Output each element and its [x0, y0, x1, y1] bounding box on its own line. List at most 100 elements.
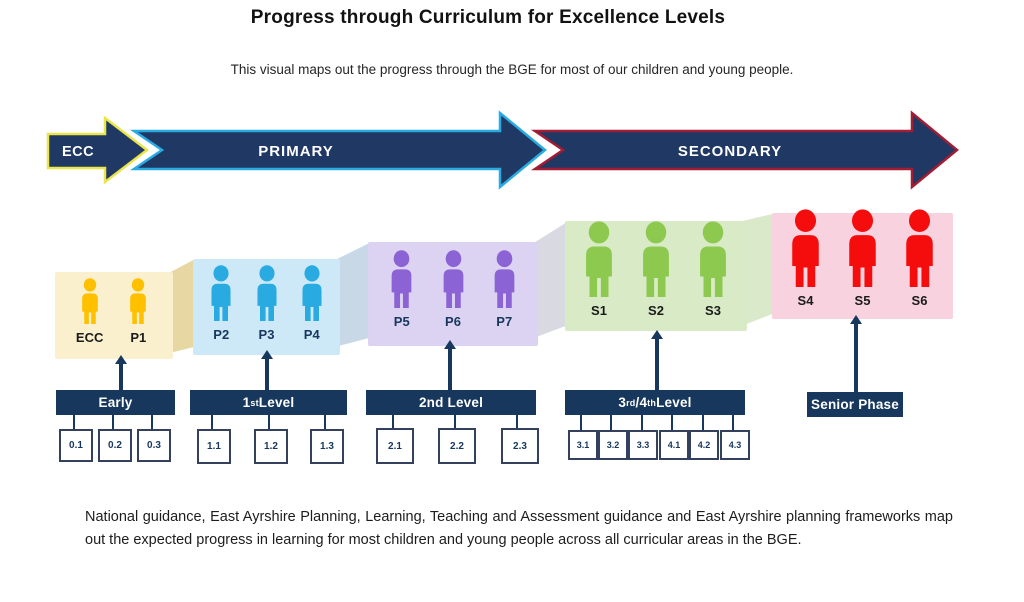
pupil-s1: S1 [576, 227, 622, 317]
level-box-4-2: 4.2 [689, 430, 719, 460]
tick-line [610, 415, 612, 430]
tick-line [151, 415, 153, 429]
level-box-0-2: 0.2 [98, 429, 132, 462]
level-box-0-3: 0.3 [137, 429, 171, 462]
tick-line [268, 415, 270, 429]
person-icon [384, 250, 419, 308]
early-years-block: ECC P1 [55, 272, 173, 359]
pupil-p7: P7 [487, 250, 522, 328]
stage-label: ECC [75, 330, 104, 345]
level-box-2-3: 2.3 [501, 428, 539, 464]
arrowhead-up-icon [651, 330, 663, 339]
fold-ecc-to-p2 [170, 259, 195, 353]
stage-label: P4 [303, 327, 320, 342]
level-box-1-1: 1.1 [197, 429, 231, 464]
level-box-4-3: 4.3 [720, 430, 750, 460]
pupil-s4: S4 [782, 219, 829, 307]
pupil-s5: S5 [839, 219, 886, 307]
ecc-arrow-label: ECC [62, 144, 94, 160]
primary-arrow [129, 110, 547, 190]
tick-line [112, 415, 114, 429]
level-box-1-3: 1.3 [310, 429, 344, 464]
fold-p4-to-p5 [337, 242, 371, 347]
person-icon [690, 221, 736, 297]
s4-s6-block: S4 S5 S6 [772, 213, 953, 319]
stage-label: S5 [854, 293, 871, 308]
level-bar-second: 2nd Level [366, 390, 536, 415]
first-level-connector-arrow [261, 350, 273, 390]
tick-line [516, 415, 518, 428]
fold-s3-to-s4 [744, 213, 775, 325]
person-icon [250, 265, 284, 321]
person-icon [896, 209, 943, 287]
arrowhead-up-icon [444, 340, 456, 349]
pupil-s2: S2 [633, 227, 679, 317]
stage-label: S4 [797, 293, 814, 308]
pupil-s3: S3 [690, 227, 736, 317]
person-icon [633, 221, 679, 297]
s1-s3-block: S1 S2 S3 [565, 221, 747, 331]
footer-guidance-text: National guidance, East Ayrshire Plannin… [85, 509, 953, 549]
arrowhead-up-icon [261, 350, 273, 359]
secondary-arrow [530, 110, 959, 190]
stage-label: S6 [911, 293, 928, 308]
stage-label: P1 [130, 330, 147, 345]
fold-p7-to-s1 [535, 221, 568, 338]
stage-label: P5 [393, 314, 410, 329]
tick-line [211, 415, 213, 429]
level-box-2-2: 2.2 [438, 428, 476, 464]
tick-line [732, 415, 734, 430]
person-icon [295, 265, 329, 321]
secondary-arrow-label: SECONDARY [678, 143, 782, 160]
person-icon [204, 265, 238, 321]
tick-line [641, 415, 643, 430]
person-icon [487, 250, 522, 308]
pupil-p4: P4 [295, 267, 329, 341]
pupil-ecc: ECC [76, 278, 104, 344]
person-icon [839, 209, 886, 287]
pupil-p1: P1 [124, 278, 152, 344]
stage-label: P6 [445, 314, 461, 329]
subtitle: This visual maps out the progress throug… [230, 62, 794, 77]
level-box-3-1: 3.1 [568, 430, 598, 460]
level-box-3-2: 3.2 [598, 430, 628, 460]
stage-label: S3 [705, 303, 721, 318]
second-level-connector-arrow [444, 340, 456, 390]
tick-line [702, 415, 704, 430]
early-connector-arrow [115, 355, 127, 390]
p2-p4-block: P2 P3 P4 [193, 259, 340, 355]
tick-line [454, 415, 456, 428]
senior-phase-connector-arrow [850, 315, 862, 392]
tick-line [580, 415, 582, 430]
pupil-p6: P6 [436, 250, 471, 328]
third-fourth-level-connector-arrow [651, 330, 663, 390]
tick-line [392, 415, 394, 428]
stage-label: P3 [258, 327, 275, 342]
arrowhead-up-icon [115, 355, 127, 364]
stage-label: P2 [213, 327, 230, 342]
level-bar-early: Early [56, 390, 175, 415]
stage-label: P7 [496, 314, 513, 329]
stage-label: S1 [591, 303, 607, 318]
pupil-p3: P3 [250, 267, 284, 341]
level-box-0-1: 0.1 [59, 429, 93, 462]
stage-arrow-banner: ECC PRIMARY SECONDARY [46, 110, 959, 190]
person-icon [576, 221, 622, 297]
level-box-2-1: 2.1 [376, 428, 414, 464]
p5-p7-block: P5 P6 P7 [368, 242, 538, 346]
person-icon [76, 278, 104, 324]
person-icon [782, 209, 829, 287]
page-title: Progress through Curriculum for Excellen… [250, 7, 726, 28]
person-icon [436, 250, 471, 308]
level-box-3-3: 3.3 [628, 430, 658, 460]
pupil-s6: S6 [896, 219, 943, 307]
arrowhead-up-icon [850, 315, 862, 324]
ecc-arrow [46, 115, 150, 185]
person-icon [124, 278, 152, 324]
tick-line [324, 415, 326, 429]
level-box-1-2: 1.2 [254, 429, 288, 464]
pupil-p5: P5 [384, 250, 419, 328]
